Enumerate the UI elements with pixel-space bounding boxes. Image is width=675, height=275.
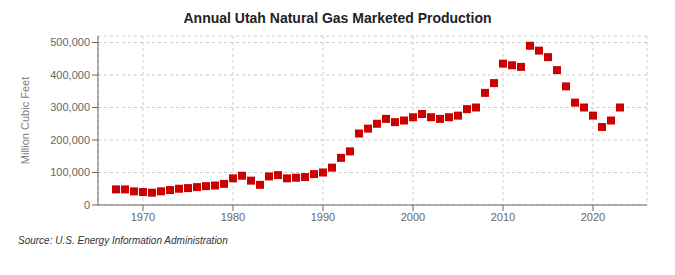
svg-text:1970: 1970 (131, 211, 155, 223)
svg-text:1980: 1980 (221, 211, 245, 223)
svg-text:300,000: 300,000 (50, 101, 90, 113)
svg-text:2020: 2020 (581, 211, 605, 223)
svg-text:1990: 1990 (311, 211, 335, 223)
svg-text:0: 0 (84, 199, 90, 211)
svg-text:500,000: 500,000 (50, 36, 90, 48)
svg-text:100,000: 100,000 (50, 166, 90, 178)
html-text:Source: U.S. Energy Informatio: Source: U.S. Energy Information Administ… (18, 235, 228, 246)
svg-text:400,000: 400,000 (50, 69, 90, 81)
html-text:Annual Utah Natural Gas Market: Annual Utah Natural Gas Marketed Product… (183, 10, 492, 26)
svg-text:200,000: 200,000 (50, 134, 90, 146)
svg-text:2010: 2010 (491, 211, 515, 223)
svg-text:Million Cubic Feet: Million Cubic Feet (19, 77, 31, 164)
svg-text:2000: 2000 (401, 211, 425, 223)
